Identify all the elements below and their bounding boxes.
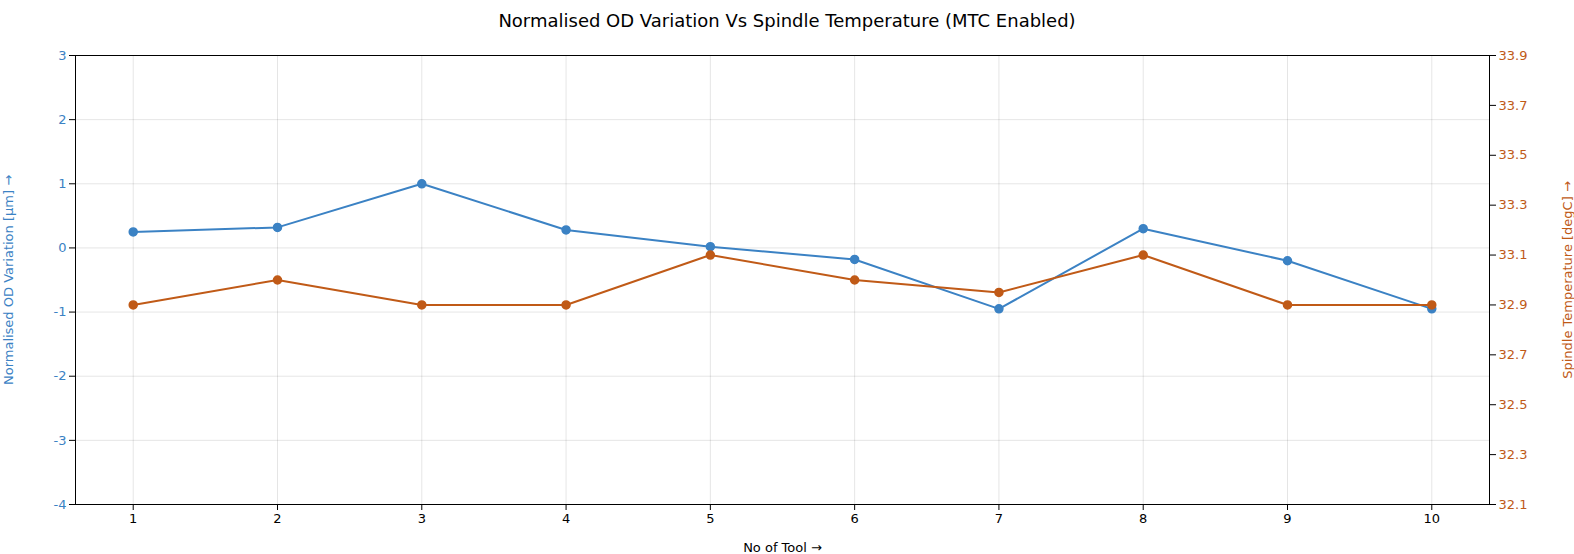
svg-text:4: 4 — [562, 511, 570, 526]
svg-text:5: 5 — [706, 511, 714, 526]
html-text:Normalised OD Variation Vs Spi: Normalised OD Variation Vs Spindle Tempe… — [498, 10, 1076, 31]
svg-text:-3: -3 — [54, 433, 67, 448]
svg-text:33.5: 33.5 — [1499, 147, 1528, 162]
svg-text:32.5: 32.5 — [1499, 397, 1528, 412]
svg-text:6: 6 — [851, 511, 859, 526]
svg-text:33.7: 33.7 — [1499, 98, 1528, 113]
svg-text:1: 1 — [129, 511, 137, 526]
svg-text:2: 2 — [58, 112, 66, 127]
svg-text:8: 8 — [1139, 511, 1147, 526]
svg-text:-1: -1 — [54, 304, 67, 319]
svg-text:32.9: 32.9 — [1499, 297, 1528, 312]
svg-text:32.3: 32.3 — [1499, 447, 1528, 462]
svg-text:33.3: 33.3 — [1499, 197, 1528, 212]
svg-text:32.7: 32.7 — [1499, 347, 1528, 362]
svg-text:33.9: 33.9 — [1499, 48, 1528, 63]
svg-text:2: 2 — [273, 511, 281, 526]
svg-text:No of Tool →: No of Tool → — [743, 540, 822, 554]
svg-text:0: 0 — [58, 240, 66, 255]
svg-text:Normalised OD Variation [µm] →: Normalised OD Variation [µm] → — [1, 175, 16, 385]
svg-text:7: 7 — [995, 511, 1003, 526]
svg-text:33.1: 33.1 — [1499, 247, 1528, 262]
svg-text:10: 10 — [1424, 511, 1441, 526]
svg-text:-2: -2 — [54, 368, 67, 383]
svg-text:-4: -4 — [54, 497, 67, 512]
svg-text:9: 9 — [1283, 511, 1291, 526]
svg-text:3: 3 — [418, 511, 426, 526]
svg-text:Spindle Temperature [degC] →: Spindle Temperature [degC] → — [1560, 181, 1574, 379]
svg-text:32.1: 32.1 — [1499, 497, 1528, 512]
svg-text:3: 3 — [58, 48, 66, 63]
svg-text:1: 1 — [58, 176, 66, 191]
